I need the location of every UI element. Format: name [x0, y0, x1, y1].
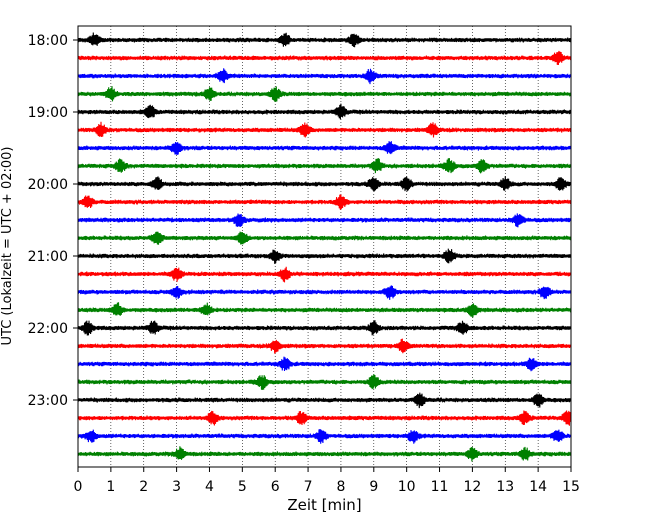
- trace-1830: [77, 68, 572, 85]
- seismic-traces: [77, 32, 572, 462]
- y-tick-label: 18:00: [28, 33, 68, 49]
- y-tick-label: 21:00: [28, 249, 68, 265]
- x-tick-label: 10: [398, 479, 416, 495]
- y-tick-label: 20:00: [28, 177, 68, 193]
- x-tick-label: 3: [172, 479, 181, 495]
- trace-2200: [77, 320, 572, 336]
- y-tick-label: 19:00: [28, 105, 68, 121]
- trace-2130: [77, 285, 572, 300]
- trace-2115: [77, 266, 572, 283]
- trace-2000: [77, 176, 572, 192]
- trace-1915: [77, 121, 572, 138]
- plot-frame: [77, 25, 572, 468]
- trace-2030: [77, 213, 572, 228]
- x-tick-label: 9: [369, 479, 378, 495]
- y-tick-label: 23:00: [28, 393, 68, 409]
- x-tick-label: 1: [106, 479, 115, 495]
- trace-2245: [77, 374, 572, 390]
- trace-2145: [77, 302, 572, 318]
- trace-2215: [77, 338, 572, 354]
- x-tick-label: 5: [238, 479, 247, 495]
- trace-2230: [77, 356, 572, 372]
- x-tick-label: 14: [529, 479, 547, 495]
- x-axis-ticks: 0 1 2 3 4 5 6 7 8 9 10 11 12 13 14 15: [74, 467, 580, 495]
- x-tick-label: 2: [139, 479, 148, 495]
- trace-2015: [77, 194, 572, 210]
- x-tick-label: 0: [74, 479, 83, 495]
- trace-1800: [77, 32, 572, 48]
- trace-1900: [77, 103, 572, 120]
- y-axis-label: UTC (Lokalzeit = UTC + 02:00): [0, 147, 15, 346]
- trace-1945: [77, 157, 572, 174]
- y-axis-ticks: 18:00 19:00 20:00 21:00 22:00 23:00: [28, 33, 78, 409]
- trace-2300: [77, 392, 572, 409]
- trace-1930: [77, 141, 572, 156]
- x-tick-label: 15: [562, 479, 580, 495]
- trace-2330: [77, 428, 572, 444]
- x-tick-label: 12: [463, 479, 481, 495]
- x-tick-label: 13: [496, 479, 514, 495]
- x-tick-label: 8: [336, 479, 345, 495]
- trace-2345: [77, 446, 572, 462]
- trace-2100: [77, 248, 572, 264]
- trace-2045: [77, 231, 572, 245]
- x-tick-label: 7: [304, 479, 313, 495]
- x-tick-label: 4: [205, 479, 214, 495]
- trace-1815: [77, 50, 572, 66]
- trace-2315: [77, 410, 572, 426]
- x-tick-label: 6: [271, 479, 280, 495]
- trace-1845: [77, 86, 572, 102]
- y-tick-label: 22:00: [28, 321, 68, 337]
- x-tick-label: 11: [431, 479, 449, 495]
- x-axis-label: Zeit [min]: [287, 496, 361, 514]
